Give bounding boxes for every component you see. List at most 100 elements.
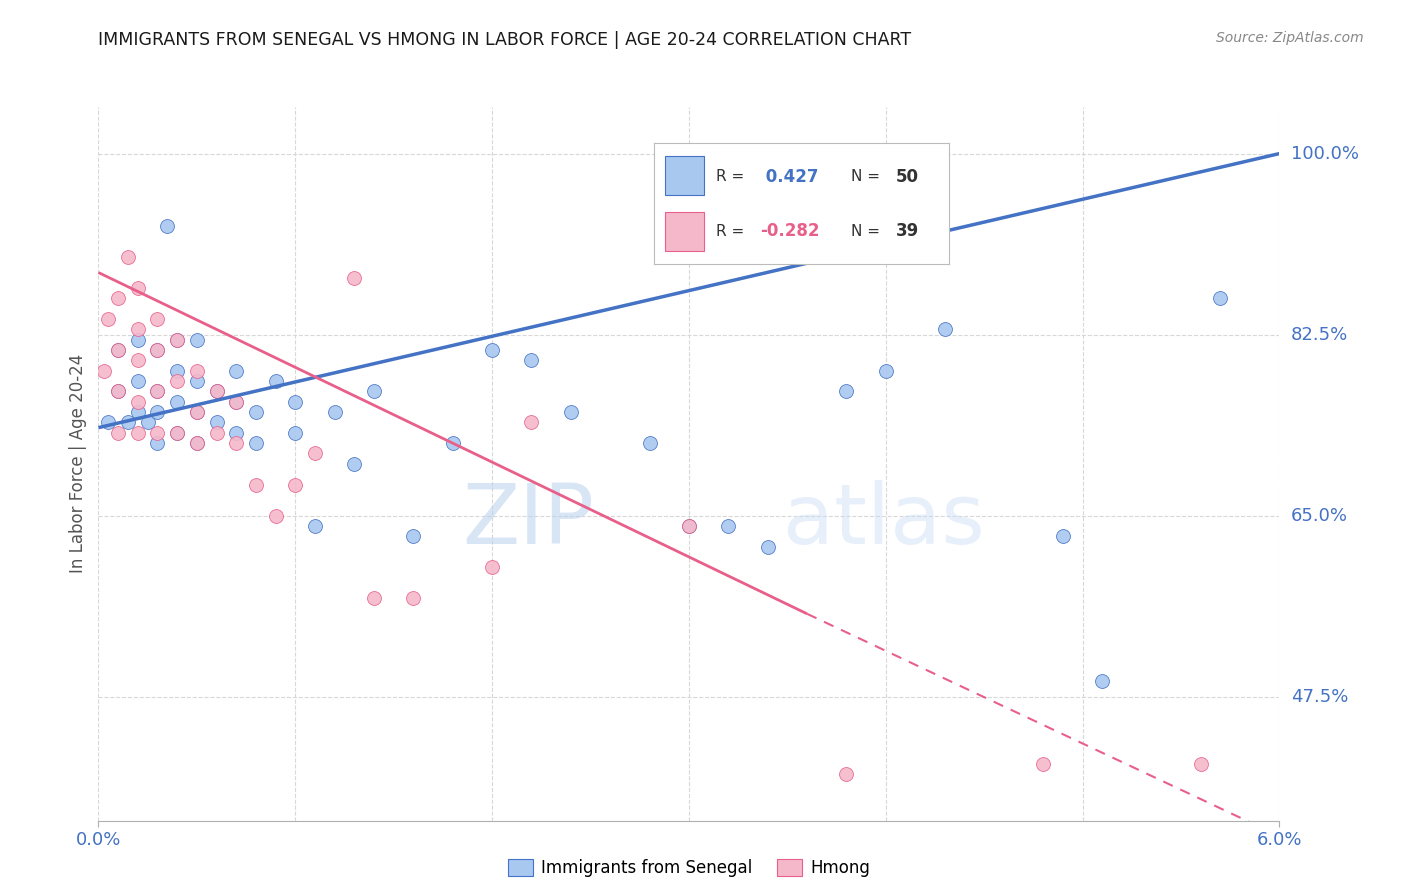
Point — [717, 519, 740, 533]
Point — [1189, 756, 1212, 771]
Point — [205, 425, 228, 440]
Point — [186, 374, 208, 388]
Point — [343, 457, 366, 471]
Text: 100.0%: 100.0% — [1291, 145, 1358, 162]
Point — [756, 540, 779, 554]
Point — [205, 384, 228, 399]
Point — [146, 343, 169, 357]
Point — [146, 312, 169, 326]
Point — [402, 591, 425, 606]
Point — [127, 374, 149, 388]
Point — [146, 343, 169, 357]
Point — [284, 477, 307, 491]
Point — [127, 405, 149, 419]
Text: 0.427: 0.427 — [759, 168, 818, 186]
Point — [97, 416, 120, 430]
Point — [146, 384, 169, 399]
Point — [166, 425, 188, 440]
Point — [146, 384, 169, 399]
Text: R =: R = — [716, 169, 748, 184]
Point — [343, 270, 366, 285]
Point — [441, 436, 464, 450]
Point — [166, 394, 188, 409]
Point — [678, 519, 700, 533]
Text: IMMIGRANTS FROM SENEGAL VS HMONG IN LABOR FORCE | AGE 20-24 CORRELATION CHART: IMMIGRANTS FROM SENEGAL VS HMONG IN LABO… — [98, 31, 911, 49]
Bar — [665, 156, 703, 194]
Point — [146, 405, 169, 419]
Text: 65.0%: 65.0% — [1291, 507, 1347, 524]
Point — [127, 322, 149, 336]
Point — [284, 394, 307, 409]
Point — [186, 405, 208, 419]
Text: Source: ZipAtlas.com: Source: ZipAtlas.com — [1216, 31, 1364, 45]
Point — [363, 384, 385, 399]
Point — [225, 425, 247, 440]
Point — [117, 250, 139, 264]
Point — [638, 436, 661, 450]
Point — [1052, 529, 1074, 543]
Text: N =: N = — [852, 224, 886, 239]
Point — [107, 425, 129, 440]
Point — [875, 364, 897, 378]
Point — [934, 322, 956, 336]
Text: atlas: atlas — [783, 481, 986, 561]
Point — [166, 364, 188, 378]
Point — [245, 436, 267, 450]
Point — [186, 436, 208, 450]
Text: N =: N = — [852, 169, 886, 184]
Point — [225, 394, 247, 409]
Point — [146, 425, 169, 440]
Point — [166, 374, 188, 388]
Text: 82.5%: 82.5% — [1291, 326, 1348, 343]
Point — [245, 477, 267, 491]
Point — [117, 416, 139, 430]
Point — [560, 405, 582, 419]
Point — [304, 519, 326, 533]
Point — [402, 529, 425, 543]
Point — [1209, 291, 1232, 305]
Text: 47.5%: 47.5% — [1291, 688, 1348, 706]
Point — [225, 394, 247, 409]
Point — [136, 416, 159, 430]
Point — [323, 405, 346, 419]
Point — [264, 374, 287, 388]
Legend: Immigrants from Senegal, Hmong: Immigrants from Senegal, Hmong — [501, 852, 877, 884]
Point — [363, 591, 385, 606]
Point — [107, 384, 129, 399]
Point — [166, 333, 188, 347]
Point — [127, 333, 149, 347]
Point — [678, 519, 700, 533]
Point — [146, 436, 169, 450]
Text: -0.282: -0.282 — [759, 222, 820, 240]
Point — [186, 333, 208, 347]
Point — [186, 405, 208, 419]
Point — [97, 312, 120, 326]
Point — [245, 405, 267, 419]
Point — [166, 333, 188, 347]
Text: 50: 50 — [896, 168, 918, 186]
Point — [835, 384, 858, 399]
Text: ZIP: ZIP — [463, 481, 595, 561]
Point — [520, 353, 543, 368]
Point — [107, 343, 129, 357]
Point — [107, 343, 129, 357]
Point — [1091, 673, 1114, 688]
Point — [225, 364, 247, 378]
Point — [225, 436, 247, 450]
Point — [127, 353, 149, 368]
Point — [264, 508, 287, 523]
Point — [186, 436, 208, 450]
Point — [284, 425, 307, 440]
Point — [186, 364, 208, 378]
Point — [481, 343, 503, 357]
Point — [205, 416, 228, 430]
Point — [127, 425, 149, 440]
Point — [166, 425, 188, 440]
Bar — [665, 212, 703, 251]
Point — [127, 281, 149, 295]
Point — [835, 767, 858, 781]
Text: 39: 39 — [896, 222, 920, 240]
Point — [481, 560, 503, 574]
Y-axis label: In Labor Force | Age 20-24: In Labor Force | Age 20-24 — [69, 354, 87, 574]
Point — [520, 416, 543, 430]
